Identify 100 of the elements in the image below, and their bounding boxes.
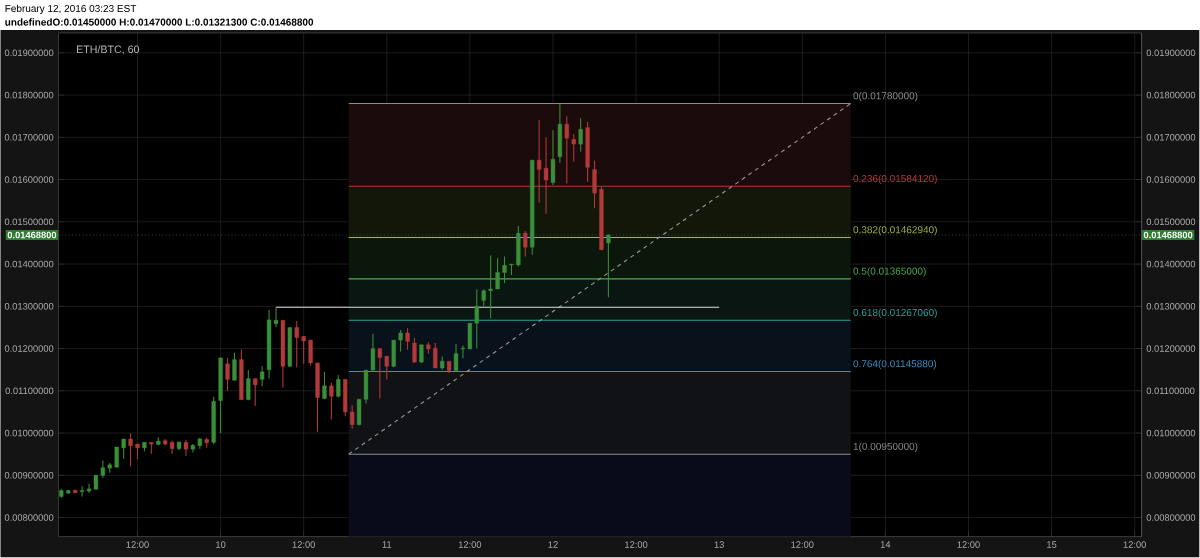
candlestick: [488, 255, 493, 319]
candlestick: [384, 355, 389, 381]
candlestick: [135, 443, 140, 461]
candlestick: [606, 234, 611, 299]
text: undefinedO:0.01450000 H:0.01470000 L:0.01321300 C:0.01468800: [5, 18, 314, 26]
candlestick: [343, 379, 348, 417]
candlestick: [516, 225, 521, 268]
candlestick: [114, 446, 119, 469]
candlestick: [509, 263, 514, 276]
candlestick: [107, 462, 112, 474]
candlestick: [412, 337, 417, 364]
candlestick: [585, 121, 590, 183]
x-tick-label: 10: [216, 541, 226, 549]
y2-tick-label: 0.00800000: [1146, 514, 1196, 522]
x-tick-label: 12:00: [791, 541, 814, 549]
ref-line-label: 0.01468800: [7, 231, 57, 239]
candlestick: [578, 118, 583, 153]
candlestick: [322, 371, 327, 401]
y2-tick-label: 0.01600000: [1146, 176, 1196, 184]
candlestick: [550, 129, 556, 186]
text: 0.01468800: [1143, 231, 1193, 239]
x-tick-label: 12:00: [1123, 541, 1146, 549]
candlestick: [183, 439, 189, 457]
candlestick: [211, 396, 216, 445]
series-label: 0.764(0.01145880): [853, 360, 937, 370]
y-tick-label: 0.01800000: [4, 92, 54, 99]
y2-tick-label: 0.01400000: [1146, 261, 1196, 268]
candlestick: [149, 442, 154, 455]
y2-tick-label: 0.01100000: [1146, 387, 1195, 395]
candlestick: [495, 257, 500, 290]
candlestick: [474, 289, 479, 350]
candlestick: [301, 336, 306, 365]
y-tick-label: 0.01900000: [4, 49, 54, 57]
candlestick: [530, 159, 535, 256]
candlestick: [336, 374, 341, 399]
candlestick: [481, 289, 486, 308]
x-tick-label: 12:00: [957, 541, 980, 549]
candlestick: [280, 319, 286, 389]
candlestick: [176, 441, 182, 451]
candlestick: [287, 327, 292, 368]
candlestick: [315, 362, 320, 433]
y2-tick-label: 0.01000000: [1146, 430, 1196, 437]
candlestick: [225, 357, 230, 392]
y2-tick-label: 0.01800000: [1146, 92, 1196, 99]
candlestick: [128, 433, 133, 468]
y-tick-label: 0.01500000: [4, 218, 54, 226]
y-tick-label: 0.01300000: [4, 303, 54, 310]
candlestick: [398, 329, 403, 353]
y-tick-label: 0.01600000: [4, 176, 54, 184]
candlestick: [218, 357, 223, 434]
candlestick: [329, 382, 334, 421]
candlestick: [246, 369, 251, 401]
candlestick: [405, 327, 410, 351]
x-tick-label: 13: [714, 541, 724, 549]
x-tick-label: 11: [382, 541, 392, 548]
candlestick: [523, 230, 528, 258]
y2-tick-label: 0.01200000: [1146, 345, 1196, 353]
y2-tick-label: 0.00900000: [1146, 472, 1196, 479]
y2-tick-label: 0.01900000: [1146, 49, 1196, 57]
candlestick: [294, 320, 299, 369]
candlestick: [350, 404, 355, 430]
series-label: 0.382(0.01462940): [853, 226, 937, 236]
y-tick-label: 0.01700000: [4, 134, 54, 141]
candlestick: [502, 256, 507, 284]
y-tick-label: 0.01100000: [5, 387, 54, 395]
y-tick-label: 0.01000000: [4, 430, 54, 437]
x-tick-label: 12:00: [625, 541, 648, 549]
text: February 12, 2016 03:23 EST: [5, 4, 137, 15]
candlestick: [391, 339, 396, 368]
candlestick: [204, 437, 209, 449]
y-tick-label: 0.01400000: [4, 261, 54, 268]
candlestick: [239, 349, 244, 401]
series-label: 0.236(0.01584120): [853, 174, 937, 185]
y2-tick-label: 0.01500000: [1146, 218, 1196, 226]
y2-tick-label: 0.01300000: [1146, 303, 1196, 310]
candlestick: [232, 352, 237, 382]
candlestick: [253, 378, 258, 407]
candlestick: [440, 356, 445, 371]
candlestick: [142, 442, 147, 452]
x-tick-label: 15: [1047, 541, 1057, 549]
candlestick: [59, 488, 64, 499]
candlestick: [453, 343, 459, 372]
y-tick-label: 0.01200000: [4, 345, 54, 353]
y-tick-label: 0.00800000: [4, 514, 54, 522]
x-tick-label: 12: [548, 541, 558, 549]
candlestick: [197, 437, 202, 450]
y-tick-label: 0.00900000: [4, 472, 54, 479]
candlestick: [564, 115, 569, 185]
x-tick-label: 12:00: [458, 541, 482, 549]
series-label: 1(0.00950000): [853, 442, 918, 453]
x-tick-label: 12:00: [126, 541, 149, 549]
x-tick-label: 14: [880, 541, 891, 548]
text: ETH/BTC, 60: [77, 45, 140, 55]
series-label: 0(0.01780000): [853, 92, 918, 102]
x-tick-label: 12:00: [292, 541, 315, 549]
candlestick: [308, 339, 313, 367]
candlestick: [571, 133, 576, 163]
series-label: 0.5(0.01365000): [853, 267, 926, 277]
candlestick: [419, 344, 424, 364]
y2-tick-label: 0.01700000: [1146, 134, 1196, 141]
